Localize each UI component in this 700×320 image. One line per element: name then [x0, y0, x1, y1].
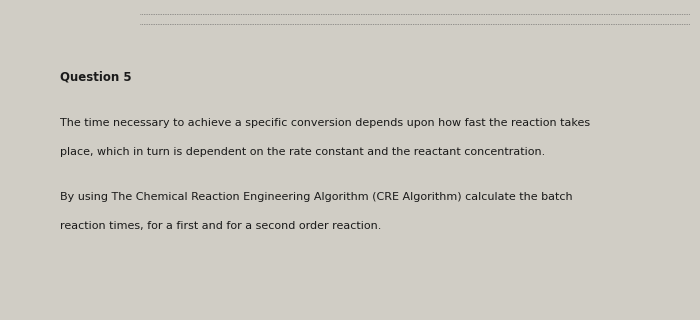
Text: reaction times, for a first and for a second order reaction.: reaction times, for a first and for a se… — [60, 220, 381, 231]
Text: By using The Chemical Reaction Engineering Algorithm (CRE Algorithm) calculate t: By using The Chemical Reaction Engineeri… — [60, 192, 572, 202]
Text: place, which in turn is dependent on the rate constant and the reactant concentr: place, which in turn is dependent on the… — [60, 147, 545, 157]
Text: Question 5: Question 5 — [60, 70, 131, 83]
Text: The time necessary to achieve a specific conversion depends upon how fast the re: The time necessary to achieve a specific… — [60, 118, 589, 128]
